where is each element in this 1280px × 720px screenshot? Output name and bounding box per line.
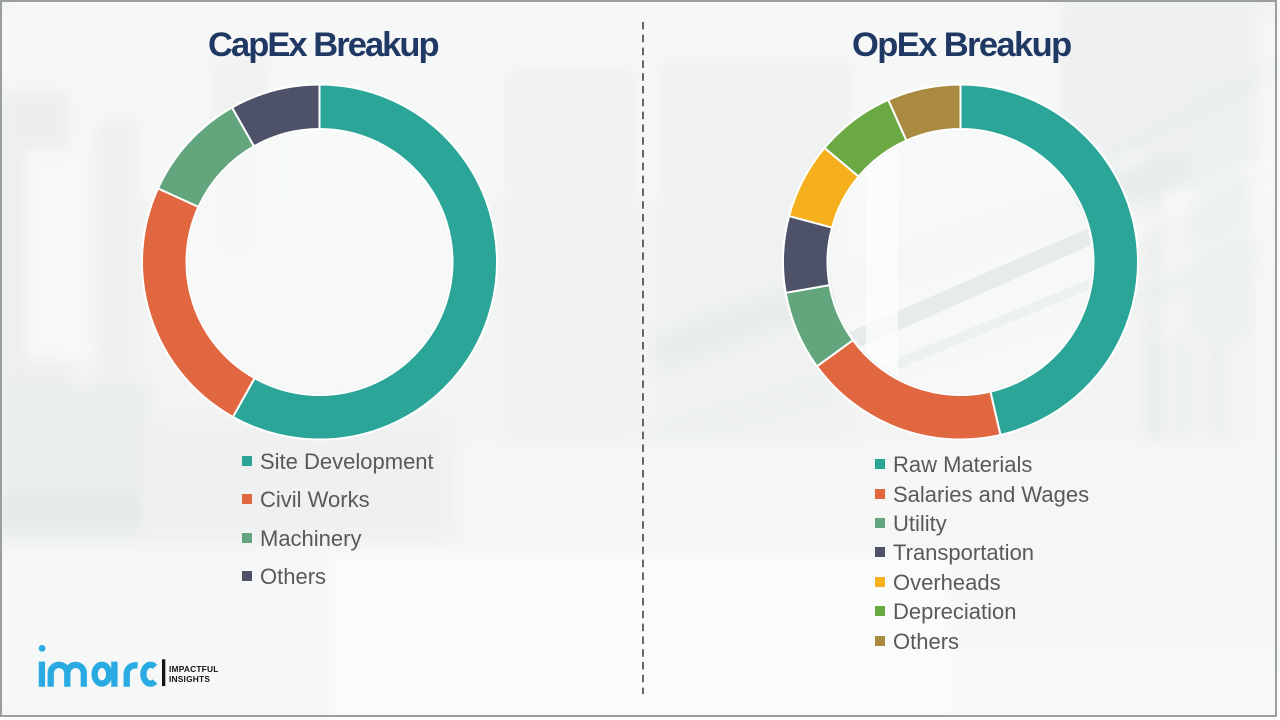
svg-text:INSIGHTS: INSIGHTS [169, 674, 210, 684]
svg-text:IMPACTFUL: IMPACTFUL [169, 664, 219, 674]
